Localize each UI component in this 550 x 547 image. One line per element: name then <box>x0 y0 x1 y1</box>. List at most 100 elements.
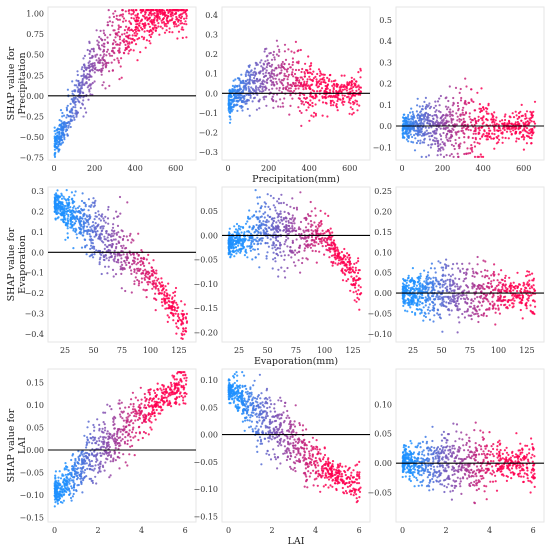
data-point <box>121 230 124 233</box>
data-point <box>58 148 61 151</box>
data-point <box>416 104 419 107</box>
data-point <box>76 98 79 101</box>
data-point <box>97 210 100 213</box>
data-point <box>276 93 279 96</box>
data-point <box>107 24 110 27</box>
data-point <box>173 25 176 28</box>
data-point <box>522 138 526 141</box>
data-point <box>283 72 286 75</box>
data-point <box>264 205 267 208</box>
data-point <box>351 100 355 104</box>
y-axis-label: SHAP value forPrecipitation <box>6 46 28 120</box>
data-point <box>319 70 322 73</box>
data-point <box>112 12 115 15</box>
data-point <box>263 67 266 70</box>
scatter-points <box>227 39 363 127</box>
data-point <box>301 257 304 260</box>
data-point <box>280 202 283 205</box>
data-point <box>339 256 342 259</box>
data-point <box>54 151 57 154</box>
data-point <box>448 154 451 157</box>
data-point <box>299 76 302 79</box>
data-point <box>124 43 127 47</box>
data-point <box>501 136 504 139</box>
data-point <box>485 138 488 141</box>
data-point <box>286 78 289 81</box>
data-point <box>133 39 136 42</box>
data-point <box>128 20 131 23</box>
data-point <box>325 90 328 93</box>
data-point <box>113 29 116 32</box>
data-point <box>452 96 455 100</box>
data-point <box>320 219 323 223</box>
data-point <box>152 27 155 30</box>
data-point <box>331 264 334 267</box>
data-point <box>300 81 303 84</box>
data-point <box>141 9 144 12</box>
data-point <box>182 9 185 12</box>
data-point <box>176 303 179 306</box>
data-point <box>429 119 432 122</box>
data-point <box>531 129 534 132</box>
data-point <box>270 218 273 221</box>
data-point <box>227 102 230 105</box>
data-point <box>436 123 439 126</box>
data-point <box>145 272 148 275</box>
data-point <box>53 130 56 133</box>
data-point <box>278 50 281 53</box>
data-point <box>111 24 114 27</box>
data-point <box>55 212 58 215</box>
data-point <box>405 132 408 135</box>
data-point <box>460 118 463 121</box>
data-point <box>234 237 237 240</box>
x-tick-label: 100 <box>143 346 158 355</box>
data-point <box>137 284 140 287</box>
data-point <box>415 141 418 145</box>
data-point <box>151 31 154 34</box>
data-point <box>525 142 529 145</box>
data-point <box>141 14 145 17</box>
data-point <box>277 54 280 58</box>
x-tick-label: 125 <box>171 346 186 355</box>
data-point <box>88 73 91 76</box>
data-point <box>272 219 275 222</box>
data-point <box>473 285 476 288</box>
data-point <box>449 299 452 302</box>
data-point <box>318 74 321 77</box>
data-point <box>256 77 259 81</box>
data-point <box>115 232 118 235</box>
data-point <box>304 86 307 89</box>
data-point <box>287 221 290 224</box>
data-point <box>114 273 118 276</box>
data-point <box>179 13 182 16</box>
data-point <box>300 102 303 105</box>
data-point <box>516 290 519 293</box>
data-point <box>76 236 79 239</box>
data-point <box>357 257 360 260</box>
data-point <box>481 109 484 112</box>
data-point <box>240 73 243 76</box>
data-point <box>301 261 304 265</box>
data-point <box>81 234 84 237</box>
data-point <box>155 272 158 275</box>
data-point <box>231 99 234 102</box>
data-point <box>72 227 75 230</box>
data-point <box>132 239 135 242</box>
data-point <box>289 221 293 224</box>
data-point <box>445 132 449 136</box>
data-point <box>347 83 350 86</box>
data-point <box>239 82 242 85</box>
data-point <box>296 251 299 254</box>
data-point <box>404 116 407 120</box>
data-point <box>114 238 117 241</box>
data-point <box>309 68 312 71</box>
data-point <box>457 155 460 158</box>
data-point <box>426 308 429 311</box>
data-point <box>247 81 250 84</box>
data-point <box>425 155 428 158</box>
data-point <box>134 276 137 279</box>
data-point <box>53 154 56 157</box>
data-point <box>354 279 357 282</box>
data-point <box>121 13 125 16</box>
data-point <box>340 269 343 272</box>
